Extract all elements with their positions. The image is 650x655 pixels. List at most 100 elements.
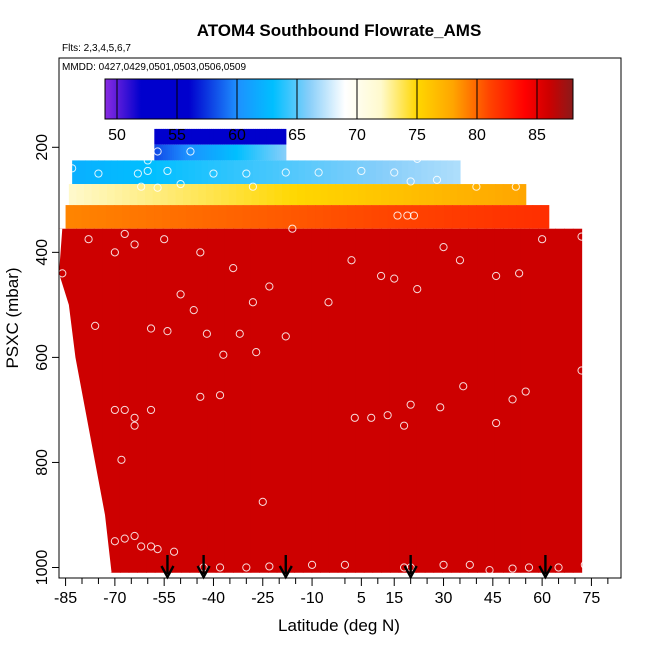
curtain-cell — [198, 144, 201, 161]
curtain-cell — [350, 184, 359, 206]
curtain-cell — [204, 144, 208, 161]
curtain-cell — [68, 184, 78, 206]
curtain-cell — [452, 205, 461, 229]
curtain-cell — [330, 160, 338, 185]
x-tick-label: 45 — [484, 590, 502, 607]
curtain-band — [72, 160, 461, 185]
curtain-cell — [487, 184, 496, 206]
curtain-cell — [248, 144, 252, 161]
curtain-cell — [251, 184, 260, 206]
curtain-cell — [492, 205, 501, 229]
curtain-cell — [408, 160, 416, 185]
curtain-band — [154, 144, 287, 161]
curtain-cell — [89, 205, 99, 229]
curtain-cell — [146, 228, 156, 573]
curtain-cell — [191, 144, 195, 161]
sample-point — [94, 169, 103, 178]
curtain-cell — [328, 228, 339, 573]
flights-note: Flts: 2,3,4,5,6,7 — [62, 43, 131, 54]
curtain-cell — [104, 160, 112, 185]
curtain-cell — [221, 184, 230, 206]
sample-point — [130, 421, 139, 430]
curtain-cell — [176, 144, 180, 161]
curtain-cell — [121, 205, 131, 229]
curtain-cell — [419, 205, 429, 229]
sample-point — [130, 531, 139, 541]
curtain-cell — [427, 160, 435, 185]
curtain-cell — [215, 228, 226, 573]
flight-arrow — [403, 555, 418, 580]
sample-point — [485, 566, 494, 575]
curtain-cell — [188, 160, 196, 185]
curtain-cell — [226, 128, 230, 145]
curtain-cell — [206, 128, 210, 145]
curtain-cell — [343, 160, 351, 185]
curtain-cell — [182, 160, 190, 185]
sample-point — [403, 211, 412, 220]
curtain-cell — [237, 144, 241, 161]
curtain-cell — [444, 205, 453, 229]
curtain-cell — [299, 205, 308, 229]
curtain-cell — [411, 184, 420, 206]
curtain-cell — [241, 128, 245, 145]
y-tick-label: 1000 — [34, 550, 51, 586]
flight-arrow — [278, 555, 293, 580]
curtain-cell — [154, 128, 158, 145]
curtain-cell — [176, 128, 180, 145]
curtain-cell — [156, 144, 160, 161]
curtain-cell — [266, 144, 269, 161]
curtain-cell — [200, 128, 204, 145]
colorbar-tick-label: 75 — [408, 127, 426, 144]
curtain-cell — [172, 228, 182, 573]
curtain-cell — [363, 160, 371, 185]
sample-point — [492, 271, 501, 281]
curtain-cell — [532, 205, 542, 229]
curtain-cell — [261, 128, 265, 145]
sample-point — [413, 154, 422, 163]
curtain-cell — [524, 205, 534, 229]
curtain-cell — [76, 184, 85, 206]
curtain-cell — [167, 144, 171, 161]
curtain-cell — [105, 205, 115, 229]
sample-point — [169, 547, 179, 556]
sample-point — [196, 392, 205, 401]
curtain-cell — [424, 228, 435, 573]
curtain-cell — [268, 228, 278, 573]
curtain-cell — [117, 160, 125, 185]
curtain-cell — [337, 160, 345, 185]
curtain-cell — [274, 205, 284, 229]
sample-point — [215, 563, 225, 572]
sample-point — [209, 169, 218, 178]
x-tick-label: -10 — [301, 590, 324, 607]
curtain-cell — [395, 160, 403, 185]
curtain-cell — [363, 205, 373, 229]
curtain-cell — [259, 128, 263, 145]
curtain-cell — [102, 228, 112, 573]
curtain-cell — [190, 184, 199, 206]
sample-point — [130, 413, 139, 422]
curtain-cell — [180, 144, 184, 161]
sample-point — [406, 177, 415, 186]
curtain-cell — [97, 205, 107, 229]
curtain-cell — [263, 128, 267, 145]
curtain-cell — [242, 205, 252, 229]
curtain-cell — [167, 128, 171, 145]
curtain-cell — [266, 128, 269, 145]
curtain-cell — [214, 160, 222, 185]
curtain-cell — [195, 144, 199, 161]
curtain-cell — [450, 228, 461, 573]
curtain-cell — [401, 160, 409, 185]
curtain-cell — [204, 128, 208, 145]
sample-point — [120, 229, 129, 239]
sample-point — [252, 348, 261, 357]
curtain-cell — [163, 228, 173, 573]
curtain-cell — [304, 160, 312, 185]
sample-point — [580, 560, 589, 569]
curtain-cell — [540, 205, 550, 229]
colorbar-gradient — [104, 78, 574, 120]
curtain-cell — [259, 228, 269, 573]
sample-point — [508, 564, 517, 573]
curtain-cell — [72, 160, 80, 185]
curtain-cell — [572, 228, 583, 573]
